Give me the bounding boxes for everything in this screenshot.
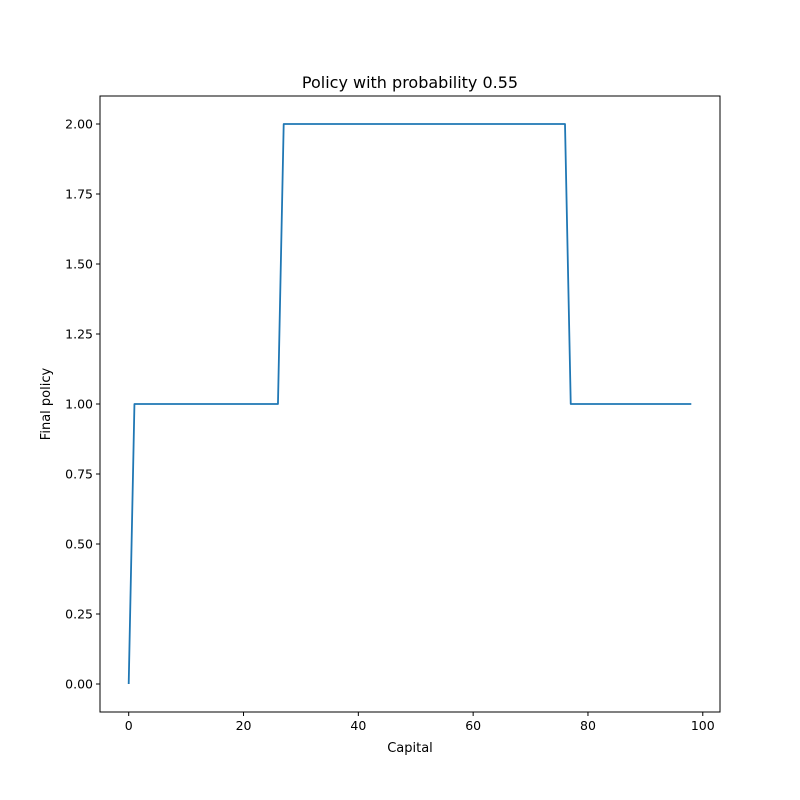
x-axis: 0 20 40 60 80 100 — [125, 712, 715, 733]
x-tick-label: 40 — [350, 718, 366, 733]
y-tick-label: 1.75 — [65, 187, 93, 202]
y-tick-label: 0.75 — [65, 467, 93, 482]
y-tick-label: 2.00 — [65, 117, 93, 132]
y-axis-label: Final policy — [39, 368, 54, 441]
x-tick-label: 80 — [580, 718, 596, 733]
x-tick-label: 20 — [236, 718, 252, 733]
y-tick-label: 1.25 — [65, 327, 93, 342]
x-tick-label: 60 — [465, 718, 481, 733]
y-axis: 0.00 0.25 0.50 0.75 1.00 1.25 1.50 1.75 2.00 — [65, 117, 100, 692]
x-tick-label: 0 — [125, 718, 133, 733]
y-tick-label: 1.50 — [65, 257, 93, 272]
y-tick-label: 1.00 — [65, 397, 93, 412]
plot-area — [127, 123, 692, 685]
x-tick-label: 100 — [691, 718, 715, 733]
y-tick-label: 0.25 — [65, 607, 93, 622]
y-tick-label: 0.00 — [65, 677, 93, 692]
series-line-0 — [127, 123, 692, 685]
y-tick-label: 0.50 — [65, 537, 93, 552]
x-axis-label: Capital — [387, 741, 433, 756]
chart-title: Policy with probability 0.55 — [302, 73, 518, 92]
